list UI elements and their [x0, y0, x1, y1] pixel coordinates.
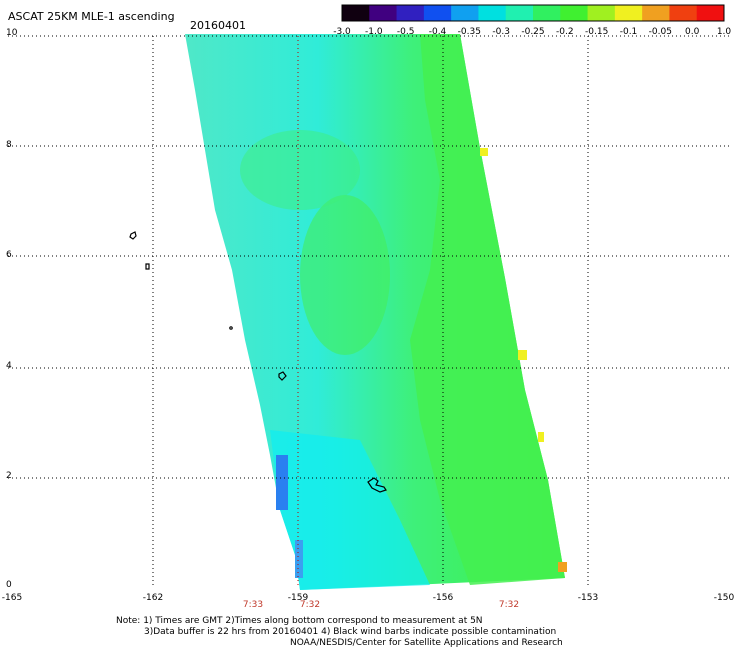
- y-tick-label: 8: [6, 140, 12, 150]
- map-title: ASCAT 25KM MLE-1 ascending: [8, 10, 175, 23]
- x-tick-label: -156: [432, 593, 454, 603]
- x-tick-label: -150: [713, 593, 735, 603]
- colorbar-swatch: [560, 5, 589, 21]
- colorbar-swatch: [642, 5, 670, 21]
- swath-orange-pixel: [558, 562, 567, 572]
- colorbar-label: -0.3: [492, 27, 510, 37]
- y-tick-label: 10: [6, 28, 18, 38]
- swath-green-patch: [240, 130, 360, 210]
- colorbar-label: -0.2: [556, 27, 574, 37]
- y-tick-label: 4: [6, 361, 12, 371]
- colorbar-swatch: [533, 5, 561, 21]
- colorbar-swatch: [342, 5, 370, 21]
- x-tick-label: -165: [1, 593, 23, 603]
- swath-green-patch: [410, 34, 565, 585]
- y-tick-label: 6: [6, 250, 12, 260]
- note-line-3: NOAA/NESDIS/Center for Satellite Applica…: [290, 638, 563, 648]
- colorbar-label: -1.0: [365, 27, 383, 37]
- colorbar-swatch: [614, 5, 643, 21]
- swath-green-patch: [300, 195, 390, 355]
- y-tick-label: 0: [6, 580, 12, 590]
- swath-yellow-pixel: [538, 432, 544, 442]
- time-label: 7:32: [299, 600, 321, 610]
- colorbar: [341, 4, 725, 22]
- swath-blue-edge: [295, 540, 303, 578]
- colorbar-border: [341, 4, 725, 22]
- swath-yellow-pixel: [480, 148, 488, 156]
- swath-blue-edge: [276, 455, 288, 510]
- colorbar-swatch: [396, 5, 425, 21]
- colorbar-swatch: [423, 5, 452, 21]
- colorbar-label: -0.1: [619, 27, 638, 37]
- note-line-1: Note: 1) Times are GMT 2)Times along bot…: [116, 616, 483, 626]
- colorbar-swatch: [451, 5, 479, 21]
- map-date: 20160401: [190, 19, 246, 32]
- grid-lines: [8, 35, 732, 588]
- time-label: 7:33: [242, 600, 264, 610]
- time-label: 7:32: [498, 600, 520, 610]
- colorbar-swatch: [669, 5, 698, 21]
- note-line-2: 3)Data buffer is 22 hrs from 20160401 4)…: [144, 627, 557, 637]
- colorbar-label: 0.0: [684, 27, 700, 37]
- colorbar-label: -0.15: [585, 27, 609, 37]
- colorbar-swatch: [478, 5, 507, 21]
- colorbar-swatch: [587, 5, 616, 21]
- colorbar-swatch: [505, 5, 534, 21]
- colorbar-label: -0.5: [396, 27, 415, 37]
- swath-cyan-band: [270, 430, 430, 590]
- colorbar-label: -0.25: [521, 27, 545, 37]
- colorbar-label: -0.4: [428, 27, 447, 37]
- colorbar-swatch: [696, 5, 725, 21]
- colorbar-label: -0.05: [648, 27, 672, 37]
- swath-yellow-pixel: [518, 350, 527, 360]
- colorbar-label: -3.0: [333, 27, 351, 37]
- x-tick-label: -159: [287, 593, 309, 603]
- colorbar-label: 1.0: [716, 27, 732, 37]
- y-tick-label: 2: [6, 471, 12, 481]
- colorbar-label: -0.35: [457, 27, 481, 37]
- x-tick-label: -153: [577, 593, 599, 603]
- island-outlines: [129, 231, 387, 493]
- x-tick-label: -162: [142, 593, 164, 603]
- colorbar-swatch: [369, 5, 398, 21]
